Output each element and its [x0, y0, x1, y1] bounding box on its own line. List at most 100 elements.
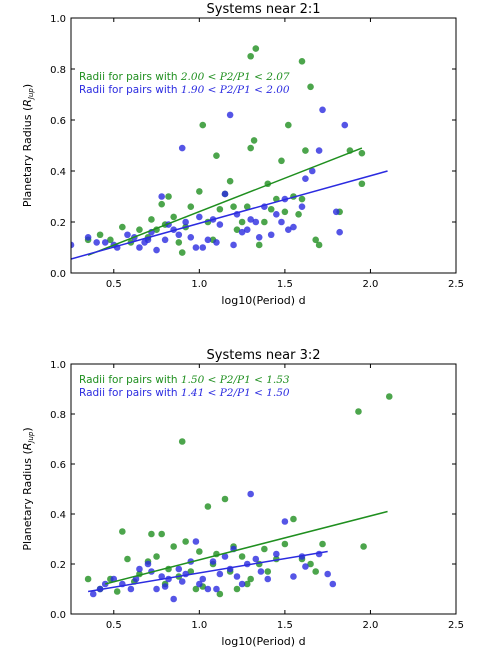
data-point	[264, 575, 272, 583]
data-point	[264, 568, 272, 575]
data-point	[216, 570, 224, 578]
data-point	[199, 244, 207, 251]
y-tick-label: 0.2	[50, 560, 66, 571]
data-point	[247, 52, 254, 60]
y-tick-label: 0.8	[50, 410, 66, 421]
series-2	[71, 106, 349, 254]
data-point	[216, 221, 224, 228]
data-point	[226, 177, 234, 185]
legend-entry-2: Radii for pairs with 1.90 < P2/P1 < 2.00	[79, 84, 290, 96]
data-point	[247, 216, 254, 223]
data-point	[175, 231, 183, 239]
data-point	[255, 241, 263, 249]
x-tick-label: 2.0	[362, 620, 378, 631]
data-point	[247, 490, 254, 498]
data-point	[84, 575, 92, 583]
y-tick-label: 0.2	[50, 218, 66, 229]
plot-area	[84, 393, 393, 603]
y-axis-label: Planetary Radius (RJup)	[21, 84, 35, 207]
x-tick-label: 0.5	[106, 279, 122, 290]
y-tick-label: 1.0	[50, 14, 66, 25]
data-point	[213, 152, 220, 159]
plot-area	[71, 45, 388, 260]
data-point	[308, 167, 316, 175]
data-point	[124, 555, 131, 563]
data-point	[196, 188, 203, 195]
data-point	[238, 580, 246, 588]
data-point	[341, 121, 349, 129]
data-point	[278, 157, 285, 165]
data-point	[119, 223, 126, 231]
data-point	[238, 228, 246, 236]
data-point	[187, 203, 195, 210]
data-point	[336, 228, 343, 236]
data-point	[213, 239, 220, 246]
data-point	[243, 580, 251, 588]
x-tick-label: 1.0	[191, 279, 207, 290]
data-point	[175, 239, 183, 246]
data-point	[101, 580, 109, 588]
data-point	[216, 590, 224, 598]
data-point	[161, 236, 169, 244]
data-point	[332, 208, 340, 216]
data-point	[319, 106, 326, 114]
series-2	[89, 490, 337, 603]
data-point	[89, 590, 97, 598]
legend-entry-1: Radii for pairs with 1.50 < P2/P1 < 1.53	[79, 374, 290, 386]
data-point	[319, 540, 326, 548]
data-point	[84, 234, 92, 241]
data-point	[178, 249, 186, 256]
fit-line-1	[105, 510, 388, 585]
y-tick-label: 0.4	[50, 510, 66, 521]
y-tick-label: 1.0	[50, 360, 66, 371]
data-point	[182, 538, 189, 545]
data-point	[257, 568, 265, 575]
data-point	[213, 585, 220, 593]
data-point	[252, 555, 260, 563]
x-tick-label: 1.0	[191, 620, 207, 631]
data-point	[360, 543, 367, 550]
data-point	[278, 218, 285, 226]
plot-frame	[70, 363, 457, 615]
data-point	[307, 83, 314, 91]
data-point	[261, 545, 268, 553]
data-point	[267, 231, 275, 239]
data-point	[136, 226, 143, 233]
data-point	[158, 193, 165, 200]
data-point	[153, 246, 160, 254]
y-tick-label: 0.0	[50, 610, 66, 621]
data-point	[187, 568, 195, 575]
data-point	[238, 218, 246, 226]
x-tick-label: 0.5	[106, 620, 122, 631]
data-point	[252, 218, 260, 226]
x-tick-label: 2.5	[448, 279, 464, 290]
data-point	[315, 241, 323, 249]
data-point	[93, 239, 100, 246]
data-point	[153, 553, 160, 560]
data-point	[255, 234, 263, 241]
data-point	[250, 137, 258, 144]
data-point	[238, 553, 246, 560]
data-point	[230, 203, 237, 210]
data-point	[281, 540, 289, 548]
data-point	[281, 518, 289, 525]
plot-frame	[70, 17, 457, 274]
data-point	[302, 175, 309, 182]
y-tick-label: 0.6	[50, 460, 66, 471]
data-point	[285, 226, 292, 233]
y-axis-label: Planetary Radius (RJup)	[21, 427, 35, 550]
data-point	[165, 193, 172, 200]
data-point	[204, 236, 212, 244]
x-tick-label: 1.5	[277, 279, 293, 290]
y-tick-label: 0.0	[50, 269, 66, 280]
data-point	[113, 588, 121, 595]
data-point	[170, 595, 177, 603]
data-point	[196, 548, 203, 555]
chart-panel-1: Systems near 2:1 log10(Period) d Planetary…	[21, 2, 464, 307]
data-point	[170, 543, 177, 550]
data-point	[243, 226, 251, 233]
x-tick-label: 2.0	[362, 279, 378, 290]
data-point	[233, 585, 241, 593]
fit-line-1	[87, 147, 363, 256]
data-point	[187, 234, 195, 241]
